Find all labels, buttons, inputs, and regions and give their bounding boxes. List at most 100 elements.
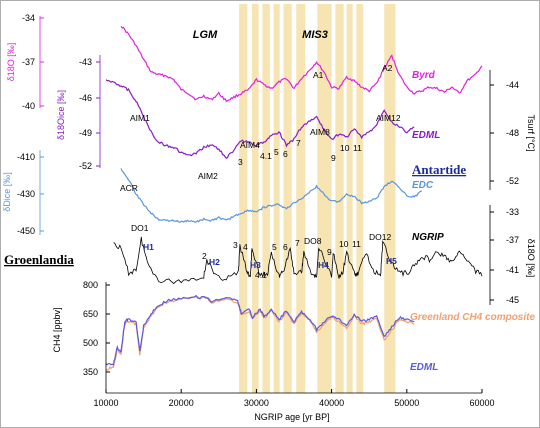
event-aim1: AIM1 bbox=[130, 113, 150, 123]
event-aim12: AIM12 bbox=[376, 113, 401, 123]
edc-axis-label: δDice [‰] bbox=[2, 172, 12, 212]
event-ant-10: 10 bbox=[340, 143, 350, 153]
series-label-edml: EDML bbox=[412, 130, 440, 141]
tsurf-axis: -44 -48 -52 Tsurf [°C] bbox=[489, 70, 536, 190]
event-ant-5: 5 bbox=[274, 147, 279, 157]
heinrich-h1: H1 bbox=[143, 242, 154, 252]
event-ant-6: 6 bbox=[283, 149, 288, 159]
ngrip-tick-3: -45 bbox=[506, 295, 519, 305]
x-tick-label-5: 60000 bbox=[469, 398, 494, 408]
ch4-axis-label: CH4 [ppbv] bbox=[52, 307, 62, 352]
interstadial-band-2 bbox=[262, 4, 270, 393]
series-line-0 bbox=[120, 26, 483, 103]
series-label-greenland-ch4: Greenland CH4 composite bbox=[410, 312, 535, 323]
x-tick-label-4: 50000 bbox=[394, 398, 419, 408]
event-gr-11: 11 bbox=[352, 239, 361, 249]
event-gr-4-1: 4.1 bbox=[255, 270, 267, 280]
event-gr-5: 5 bbox=[272, 242, 277, 252]
ngrip-tick-2: -41 bbox=[506, 265, 519, 275]
ngrip-tick-0: -33 bbox=[506, 207, 519, 217]
series-lines bbox=[105, 26, 483, 371]
interstadial-band-3 bbox=[273, 4, 280, 393]
edc-tick-0: -410 bbox=[17, 152, 35, 162]
tsurf-tick-0: -44 bbox=[506, 80, 519, 90]
event-gr-10: 10 bbox=[339, 239, 349, 249]
ngrip-axis: -33 -37 -41 -45 δ18O [‰] bbox=[489, 205, 536, 305]
interstadial-band-0 bbox=[239, 4, 248, 393]
x-tick-label-0: 10000 bbox=[93, 398, 118, 408]
ch4-tick-3: 350 bbox=[83, 367, 98, 377]
region-label-groenlandia: Groenlandia bbox=[4, 252, 74, 267]
edml-axis-label: δ18Oice [‰] bbox=[56, 90, 66, 140]
ch4-tick-2: 500 bbox=[83, 338, 98, 348]
tsurf-tick-1: -48 bbox=[506, 128, 519, 138]
interstadial-band-9 bbox=[356, 4, 364, 393]
event-ant-11: 11 bbox=[353, 143, 362, 153]
event-ant-3: 3 bbox=[238, 157, 243, 167]
series-label-edml-ch4: EDML bbox=[410, 362, 438, 373]
x-axis-label: NGRIP age [yr BP] bbox=[254, 412, 329, 422]
event-aim8: AIM8 bbox=[310, 127, 330, 137]
ch4-axis: 800 650 500 350 CH4 [ppbv] bbox=[52, 280, 110, 393]
x-tick-label-1: 20000 bbox=[169, 398, 194, 408]
period-label-lgm: LGM bbox=[193, 29, 218, 41]
heinrich-h2: H2 bbox=[209, 257, 220, 267]
interstadial-band-6 bbox=[317, 4, 332, 393]
interstadial-band-7 bbox=[335, 4, 344, 393]
series-line-5 bbox=[105, 294, 415, 366]
ch4-tick-0: 800 bbox=[83, 280, 98, 290]
event-aim4: AIM4 bbox=[240, 140, 260, 150]
event-gr-2: 2 bbox=[202, 251, 207, 261]
event-aim2: AIM2 bbox=[198, 171, 218, 181]
series-label-edc: EDC bbox=[412, 180, 434, 191]
region-label-antartide: Antartide bbox=[412, 162, 466, 177]
ch4-tick-1: 650 bbox=[83, 309, 98, 319]
edml-tick-1: -46 bbox=[79, 93, 92, 103]
event-acr: ACR bbox=[120, 183, 138, 193]
edc-tick-1: -430 bbox=[17, 189, 35, 199]
heinrich-h3: H3 bbox=[250, 260, 261, 270]
tsurf-tick-2: -52 bbox=[506, 176, 519, 186]
event-a1: A1 bbox=[313, 70, 324, 80]
event-gr-9: 9 bbox=[327, 247, 332, 257]
event-gr-7: 7 bbox=[295, 238, 300, 248]
ngrip-tick-1: -37 bbox=[506, 235, 519, 245]
edml-tick-2: -49 bbox=[79, 128, 92, 138]
event-gr-6: 6 bbox=[283, 242, 288, 252]
x-tick-label-2: 30000 bbox=[244, 398, 269, 408]
byrd-tick-1: -37 bbox=[22, 57, 35, 67]
event-gr-3: 3 bbox=[233, 240, 238, 250]
event-gr-4: 4 bbox=[243, 242, 248, 252]
byrd-axis: -34 -37 -40 δ18O [‰] bbox=[6, 13, 44, 111]
period-label-mis3: MIS3 bbox=[302, 29, 328, 41]
event-do1: DO1 bbox=[131, 223, 149, 233]
series-line-4 bbox=[105, 296, 415, 371]
edml-tick-0: -43 bbox=[79, 57, 92, 67]
interstadial-band-8 bbox=[346, 4, 353, 393]
series-line-3 bbox=[113, 236, 483, 285]
ngrip-axis-label: δ18O [‰] bbox=[526, 239, 536, 278]
interstadial-band-10 bbox=[384, 4, 396, 393]
edc-axis: -410 -430 -450 δDice [‰] bbox=[2, 150, 44, 236]
heinrich-h4: H4 bbox=[318, 260, 329, 270]
interstadial-band-4 bbox=[283, 4, 292, 393]
byrd-tick-0: -34 bbox=[22, 13, 35, 23]
series-line-1 bbox=[105, 79, 415, 159]
event-do8: DO8 bbox=[304, 236, 322, 246]
byrd-axis-label: δ18O [‰] bbox=[6, 43, 16, 82]
event-ant-7: 7 bbox=[296, 138, 301, 148]
edml-axis: -43 -46 -49 -52 δ18Oice [‰] bbox=[56, 55, 101, 171]
x-axis: 10000 20000 30000 40000 50000 60000 NGRIP age… bbox=[93, 389, 495, 422]
heinrich-h5: H5 bbox=[386, 256, 397, 266]
interstadial-band-1 bbox=[251, 4, 259, 393]
tsurf-axis-label: Tsurf [°C] bbox=[526, 114, 536, 151]
event-a2: A2 bbox=[382, 63, 393, 73]
edml-tick-3: -52 bbox=[79, 161, 92, 171]
byrd-tick-2: -40 bbox=[22, 101, 35, 111]
event-do12: DO12 bbox=[369, 232, 391, 242]
series-label-ngrip: NGRIP bbox=[412, 232, 444, 243]
edc-tick-2: -450 bbox=[17, 226, 35, 236]
event-ant-4-1: 4.1 bbox=[260, 151, 272, 161]
series-line-2 bbox=[120, 168, 422, 223]
